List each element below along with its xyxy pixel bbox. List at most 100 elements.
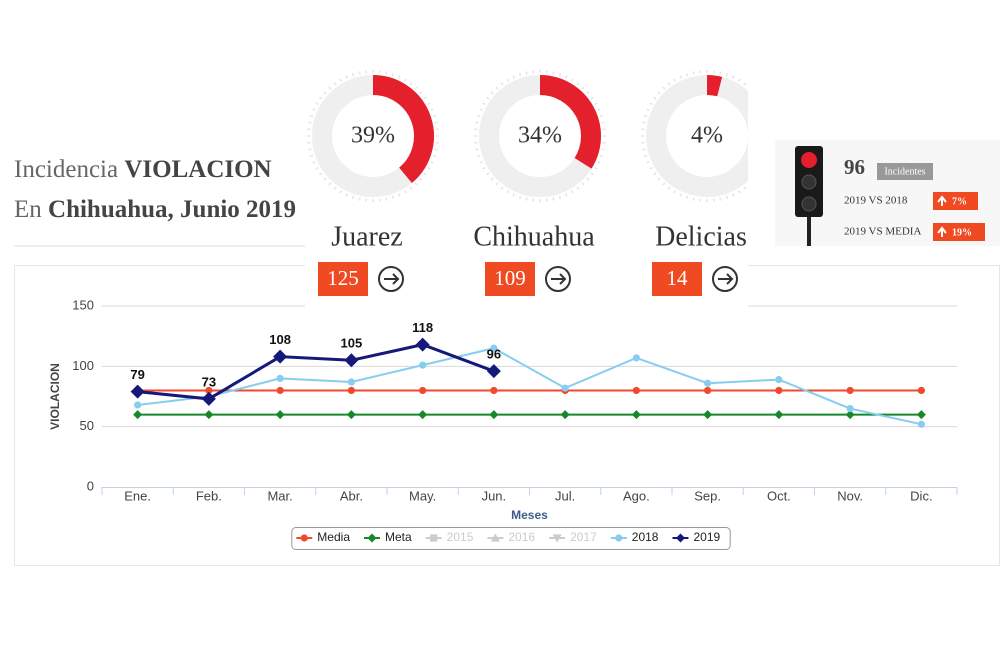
y-tick-label: 100 — [72, 358, 94, 373]
legend-label[interactable]: Media — [317, 530, 350, 544]
marker[interactable] — [552, 534, 562, 543]
data-label: 118 — [412, 320, 433, 335]
donut-tick — [564, 193, 568, 197]
x-axis-title: Meses — [511, 508, 548, 522]
up-arrow — [937, 226, 947, 237]
detail-arrow[interactable] — [551, 273, 567, 285]
legend-item[interactable]: 2015 — [425, 530, 474, 544]
donut-title: Delicias — [655, 221, 747, 252]
donut-tick — [495, 182, 499, 186]
donut-tick — [391, 72, 395, 77]
donut-tick — [599, 154, 604, 158]
detail-button[interactable] — [378, 266, 404, 292]
donut-percent: 4% — [691, 123, 723, 149]
donut-title: Juarez — [331, 221, 403, 252]
series-line — [137, 343, 495, 401]
donut-tick — [419, 91, 423, 95]
donut-tick — [397, 75, 401, 79]
donut-tick — [662, 86, 666, 90]
marker — [276, 386, 284, 395]
legend-item[interactable]: 2018 — [610, 530, 659, 544]
donut-tick — [725, 72, 729, 77]
marker — [561, 384, 569, 392]
up-arrow — [937, 195, 947, 206]
marker — [490, 386, 498, 395]
donut-tick — [309, 114, 314, 118]
donut-tick — [594, 102, 598, 106]
legend-item[interactable]: 2016 — [487, 530, 535, 544]
donut-tick — [581, 182, 585, 186]
donut-tick — [653, 172, 657, 176]
marker — [775, 376, 783, 384]
donut-tick — [643, 114, 648, 118]
x-tick-label: Jul. — [555, 488, 575, 503]
donut — [307, 70, 439, 202]
marker[interactable] — [367, 533, 377, 543]
donut-tick — [482, 166, 486, 170]
donut-tick — [323, 91, 327, 95]
detail-button[interactable] — [545, 266, 571, 292]
data-label: 105 — [341, 336, 363, 351]
marker[interactable] — [490, 533, 500, 542]
marker — [774, 410, 784, 420]
legend-box — [291, 527, 731, 550]
legend-label[interactable]: 2015 — [447, 530, 474, 544]
header-line1: Incidencia VIOLACION — [14, 156, 272, 183]
donut-tick — [391, 195, 395, 200]
marker — [415, 337, 430, 352]
data-label: 96 — [487, 347, 501, 362]
donut-tick — [552, 197, 555, 201]
marker[interactable] — [675, 533, 685, 543]
donut-tick — [576, 186, 580, 190]
change-badge — [933, 223, 985, 241]
donut-tick — [432, 114, 437, 118]
marker — [845, 410, 855, 420]
donut-tick — [692, 197, 695, 201]
donut-tick — [385, 71, 388, 75]
count-value: 125 — [327, 266, 359, 290]
legend-item[interactable]: 2019 — [672, 530, 721, 544]
legend-item[interactable]: 2017 — [549, 530, 597, 544]
donut-tick — [479, 108, 483, 112]
data-label: 73 — [202, 374, 216, 389]
count-box — [652, 262, 702, 296]
detail-arrow[interactable] — [384, 273, 400, 285]
legend-label[interactable]: 2019 — [693, 530, 720, 544]
marker — [846, 404, 854, 413]
donut-tick — [434, 121, 438, 124]
donut-tick — [482, 102, 486, 106]
legend-item[interactable]: Meta — [363, 530, 412, 544]
donut-tick — [649, 166, 653, 170]
header-text: En — [14, 196, 42, 223]
legend-label[interactable]: 2017 — [570, 530, 597, 544]
detail-arrow[interactable] — [718, 273, 734, 285]
marker[interactable] — [615, 534, 623, 542]
donut-tick — [667, 186, 671, 190]
x-tick-label: May. — [409, 488, 436, 503]
marker[interactable] — [300, 534, 308, 542]
count-value: 14 — [667, 266, 689, 290]
donut-tick — [649, 102, 653, 106]
legend-item[interactable]: Media — [296, 530, 350, 544]
marker — [133, 410, 143, 420]
legend-label[interactable]: Meta — [385, 530, 412, 544]
donut-tick — [339, 78, 343, 82]
donut-tick — [679, 193, 683, 197]
compare-label: 2019 VS MEDIA — [844, 226, 921, 238]
marker[interactable] — [430, 534, 438, 542]
donut-tick — [570, 190, 574, 194]
change-badge — [933, 192, 978, 210]
legend-label[interactable]: 2016 — [508, 530, 535, 544]
change-value: 7% — [952, 196, 967, 207]
compare-label: 2019 VS 2018 — [844, 195, 908, 207]
donut-tick — [673, 78, 677, 82]
detail-button[interactable] — [712, 266, 738, 292]
donut-arc — [539, 75, 601, 169]
marker — [490, 344, 498, 352]
donut-tick — [432, 154, 437, 158]
donut-tick — [685, 72, 689, 77]
donut-tick — [403, 190, 407, 194]
donut-percent: 34% — [518, 123, 562, 149]
legend-label[interactable]: 2018 — [632, 530, 659, 544]
